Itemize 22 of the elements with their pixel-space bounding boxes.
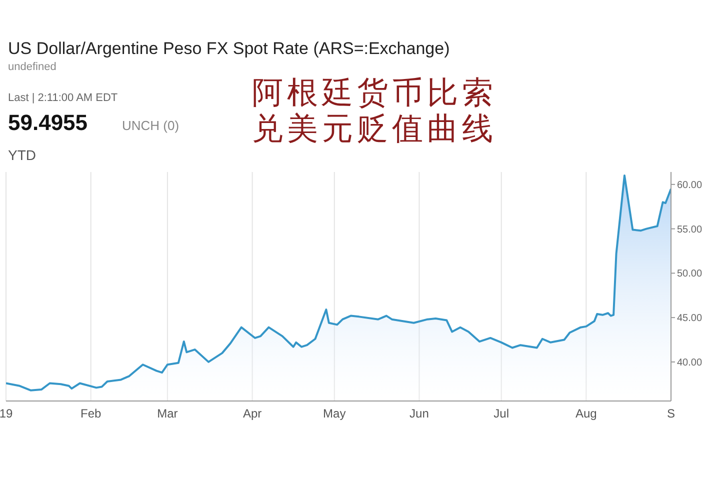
text: UNCH (0) [122,118,180,133]
x-tick-label: Aug [575,406,597,421]
text: 阿根廷货币比索 [252,74,497,112]
text: 兑美元贬值曲线 [252,110,497,149]
x-tick-label: Jun [410,406,429,421]
text: 59.4955 [8,110,88,136]
x-tick-label: Apr [242,406,262,421]
x-tick-label: 19 [0,406,13,421]
text: YTD [8,147,36,163]
text: Last | 2:11:00 AM EDT [8,92,118,104]
chart-subtitle: undefined [8,61,56,73]
x-tick-label: May [323,406,346,421]
y-tick-label: 60.00 [677,180,702,191]
y-tick-label: 55.00 [677,224,702,236]
y-tick-label: 40.00 [677,357,702,368]
x-tick-label: Feb [80,406,102,421]
y-tick-label: 50.00 [677,268,702,280]
y-tick-label: 45.00 [677,313,702,324]
x-tick-label: Jul [494,406,509,421]
chart-title: US Dollar/Argentine Peso FX Spot Rate (ARS=:Exchange) [8,39,450,59]
x-tick-label: S [666,406,676,421]
x-tick-label: Mar [157,406,178,421]
